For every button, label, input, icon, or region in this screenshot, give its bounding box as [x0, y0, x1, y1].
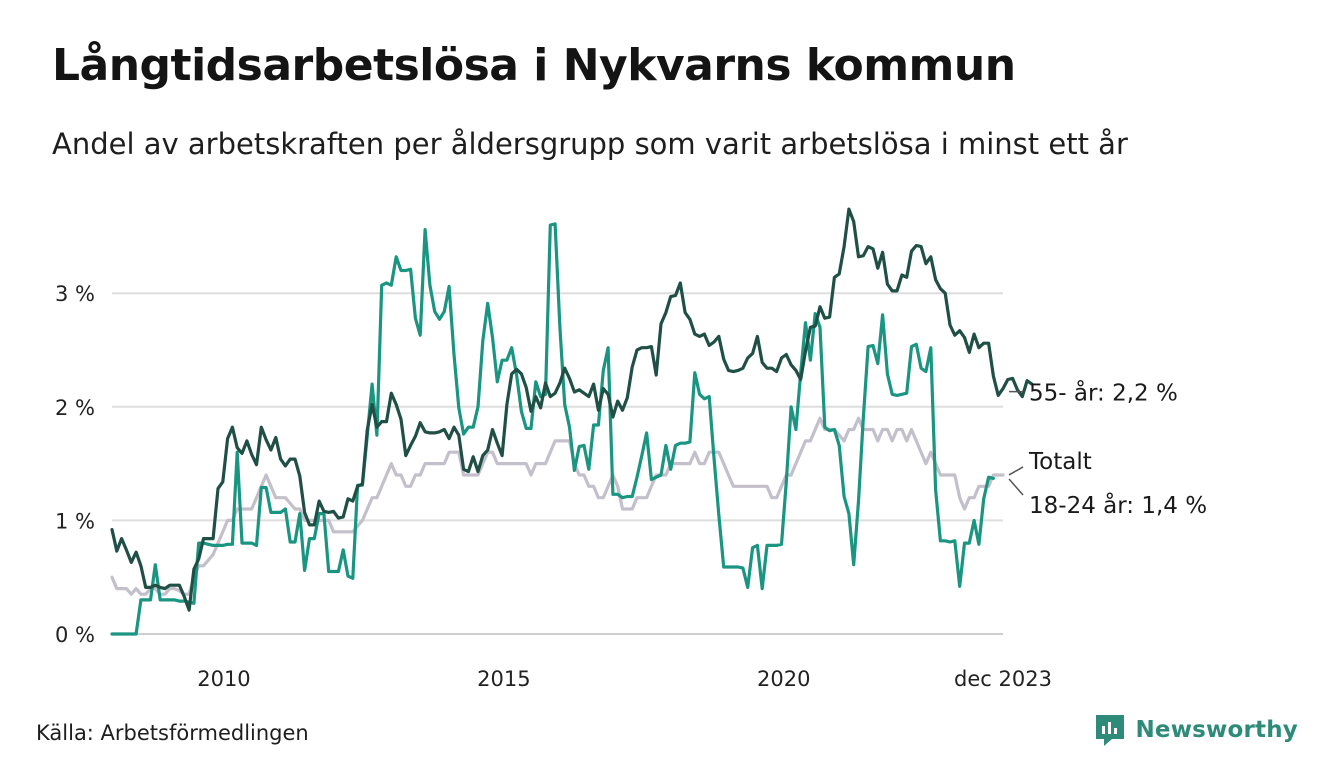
y-tick-label: 0 % — [55, 623, 95, 647]
x-tick-label: 2015 — [477, 667, 530, 691]
brand[interactable]: Newsworthy — [1093, 712, 1298, 748]
newsworthy-logo-icon — [1096, 715, 1125, 746]
leader-line — [1008, 466, 1024, 476]
y-tick-label: 2 % — [55, 396, 95, 420]
brand-name: Newsworthy — [1135, 717, 1298, 743]
y-tick-label: 1 % — [55, 509, 95, 533]
x-tick-label: 2020 — [757, 667, 810, 691]
x-tick-label: dec 2023 — [954, 667, 1052, 691]
end-label-18-24: 18-24 år: 1,4 % — [1029, 491, 1207, 519]
y-tick-label: 3 % — [55, 282, 95, 306]
x-tick-label: 2010 — [197, 667, 250, 691]
end-label-55: 55- år: 2,2 % — [1029, 379, 1178, 407]
source-label: Källa: Arbetsförmedlingen — [36, 721, 309, 745]
page-title: Långtidsarbetslösa i Nykvarns kommun — [52, 40, 1016, 91]
page-subtitle: Andel av arbetskraften per åldersgrupp s… — [52, 127, 1128, 161]
series-line-18-24-r — [110, 222, 995, 636]
series-line-55-r — [110, 207, 1034, 612]
leader-line — [1008, 478, 1024, 496]
end-label-totalt: Totalt — [1028, 449, 1092, 475]
